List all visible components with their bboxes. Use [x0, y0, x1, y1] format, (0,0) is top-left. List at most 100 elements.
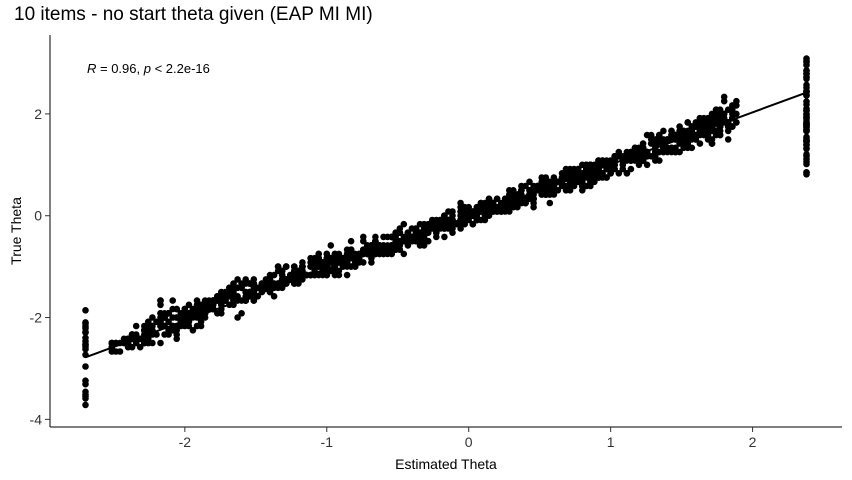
x-tick-label: 1 [607, 434, 615, 450]
data-point [262, 280, 270, 287]
data-point [803, 155, 810, 163]
data-point [222, 297, 229, 304]
data-point [643, 161, 651, 169]
data-point [733, 110, 740, 118]
data-point [449, 212, 456, 219]
data-point [579, 161, 586, 169]
regression-line [85, 91, 807, 359]
data-point [234, 314, 241, 321]
data-point [165, 331, 172, 338]
chart-title: 10 items - no start theta given (EAP MI … [14, 4, 373, 25]
data-point [803, 145, 810, 153]
data-point [566, 182, 574, 190]
data-point [708, 140, 716, 147]
data-point [441, 233, 448, 241]
data-point [803, 169, 810, 176]
data-point [250, 276, 258, 283]
data-point [335, 254, 343, 262]
data-point [82, 401, 89, 409]
data-point [720, 110, 728, 118]
data-point [501, 208, 509, 215]
data-point [197, 305, 205, 313]
r-text: = 0.96, [96, 61, 143, 76]
data-point [177, 314, 185, 321]
data-point [664, 144, 671, 152]
data-point [169, 305, 176, 313]
data-point [132, 322, 140, 330]
data-point [396, 246, 404, 253]
y-tick-label: 0 [34, 208, 42, 224]
data-point [570, 170, 578, 177]
data-point [668, 127, 675, 135]
data-point [234, 276, 241, 283]
data-point [82, 334, 89, 342]
data-point [574, 178, 582, 186]
data-point [538, 178, 545, 186]
data-point [116, 348, 124, 355]
data-point [696, 140, 704, 147]
data-point [720, 93, 728, 101]
data-point [400, 220, 408, 228]
data-point [149, 314, 156, 321]
data-point [424, 237, 432, 245]
data-point [587, 178, 594, 186]
data-point [218, 310, 225, 317]
x-tick-label: -1 [321, 434, 334, 450]
data-point [132, 339, 140, 347]
data-point [514, 199, 521, 207]
data-point [656, 157, 663, 164]
data-point [214, 293, 221, 300]
data-point [165, 318, 172, 326]
data-point [688, 123, 696, 130]
data-point [380, 233, 387, 241]
data-point [684, 119, 691, 126]
data-point [664, 136, 671, 143]
data-point [712, 106, 720, 113]
data-point [433, 229, 440, 236]
data-point [343, 271, 351, 279]
data-point [238, 284, 245, 292]
data-point [656, 148, 663, 156]
data-point [185, 301, 193, 309]
data-point [120, 335, 128, 343]
data-point [360, 237, 367, 245]
data-point [209, 297, 217, 304]
data-point [803, 98, 810, 105]
data-point [428, 220, 436, 228]
correlation-annotation: R = 0.96, p < 2.2e-16 [87, 61, 210, 76]
data-point [169, 297, 176, 304]
data-point [522, 199, 529, 207]
data-point [246, 288, 253, 296]
x-tick-label: 2 [749, 434, 757, 450]
data-point [327, 254, 335, 262]
data-point [724, 106, 732, 113]
data-point [477, 216, 485, 224]
data-point [680, 127, 687, 135]
data-point [449, 229, 456, 236]
data-point [181, 322, 189, 330]
data-point [189, 327, 197, 334]
data-point [193, 297, 201, 304]
data-point [526, 178, 533, 186]
data-point [647, 136, 655, 143]
x-axis-title: Estimated Theta [395, 456, 497, 472]
data-point [599, 170, 606, 177]
data-point [157, 310, 164, 317]
data-point [733, 119, 740, 126]
data-point [351, 259, 359, 266]
data-point [412, 237, 420, 245]
data-point [489, 208, 497, 215]
data-point [803, 118, 810, 125]
data-point [603, 174, 610, 181]
data-point [591, 174, 598, 181]
data-point [803, 113, 810, 120]
data-point [688, 144, 696, 152]
data-point [603, 157, 610, 164]
data-point [218, 288, 225, 296]
data-point [583, 165, 590, 173]
data-point [384, 246, 391, 253]
data-point [201, 297, 209, 304]
data-point [307, 263, 314, 270]
data-point [153, 318, 160, 326]
r-label: R [87, 61, 96, 76]
